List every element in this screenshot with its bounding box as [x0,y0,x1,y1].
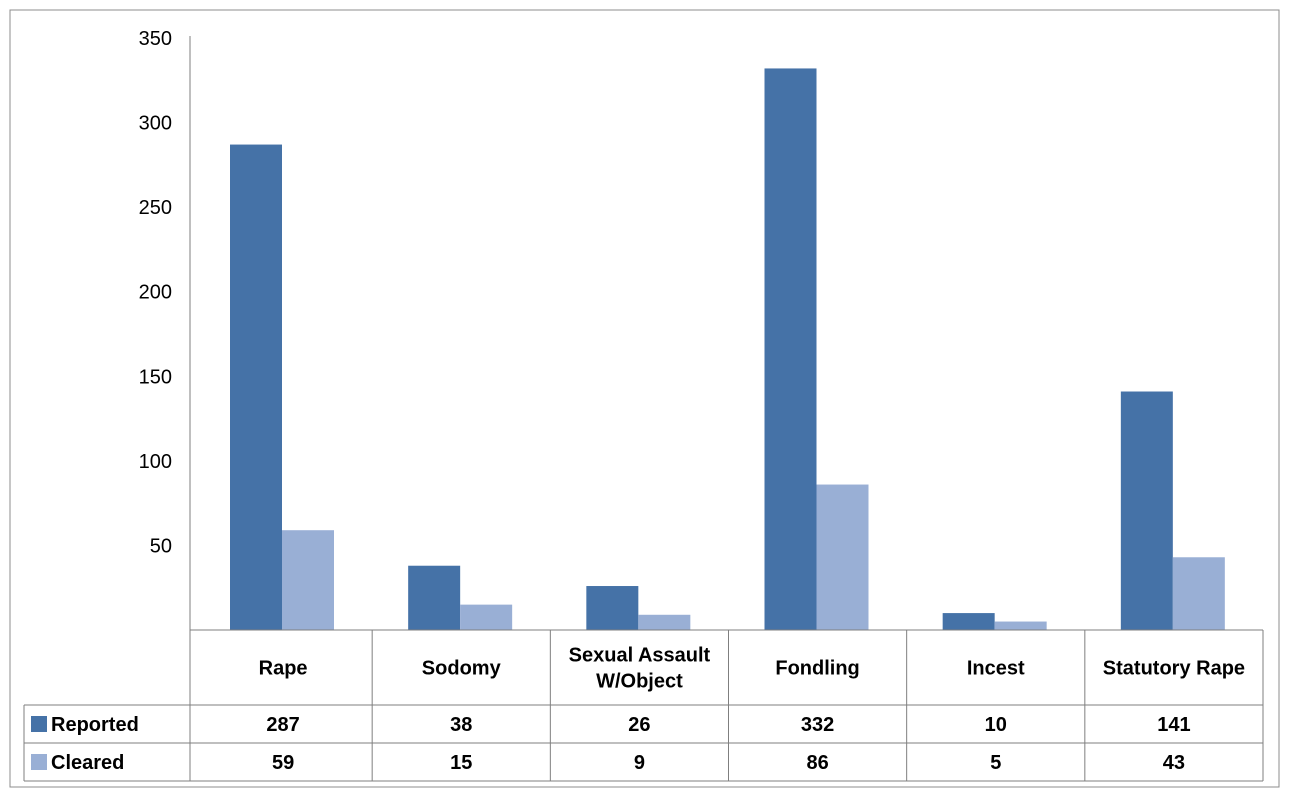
bar-reported [764,68,817,630]
category-label: Sexual Assault [569,645,711,667]
bar-cleared [816,484,869,630]
category-label: W/Object [596,671,683,693]
bar-cleared [994,621,1047,630]
y-tick-label: 50 [150,535,172,557]
table-value: 5 [990,752,1001,774]
y-tick-label: 200 [139,282,172,304]
bar-reported [230,144,282,630]
legend-label: Cleared [51,752,124,774]
category-label: Sodomy [422,658,502,680]
y-tick-label: 150 [139,366,172,388]
table-value: 9 [634,752,645,774]
category-label: Incest [967,658,1025,680]
bar-cleared [460,604,513,630]
y-tick-label: 100 [139,451,172,473]
bar-cleared [1172,557,1225,630]
bar-reported [408,565,461,630]
category-label: Statutory Rape [1103,658,1245,680]
bar-reported [586,586,639,630]
y-tick-label: 250 [139,197,172,219]
table-value: 141 [1157,714,1190,736]
table-value: 43 [1163,752,1185,774]
category-label: Fondling [775,658,859,680]
legend-label: Reported [51,714,139,736]
bar-cleared [282,530,334,630]
y-tick-label: 300 [139,113,172,135]
table-value: 10 [985,714,1007,736]
table-value: 86 [806,752,828,774]
legend-key-reported [31,716,47,732]
y-tick-label: 350 [139,28,172,50]
legend-key-cleared [31,754,47,770]
table-value: 332 [801,714,834,736]
table-value: 15 [450,752,472,774]
chart-border [9,9,1280,788]
bar-reported [1120,391,1173,630]
table-value: 59 [272,752,294,774]
table-value: 26 [628,714,650,736]
table-value: 38 [450,714,472,736]
category-label: Rape [259,658,308,680]
table-value: 287 [266,714,299,736]
bar-cleared [638,614,691,630]
bar-reported [942,613,995,630]
